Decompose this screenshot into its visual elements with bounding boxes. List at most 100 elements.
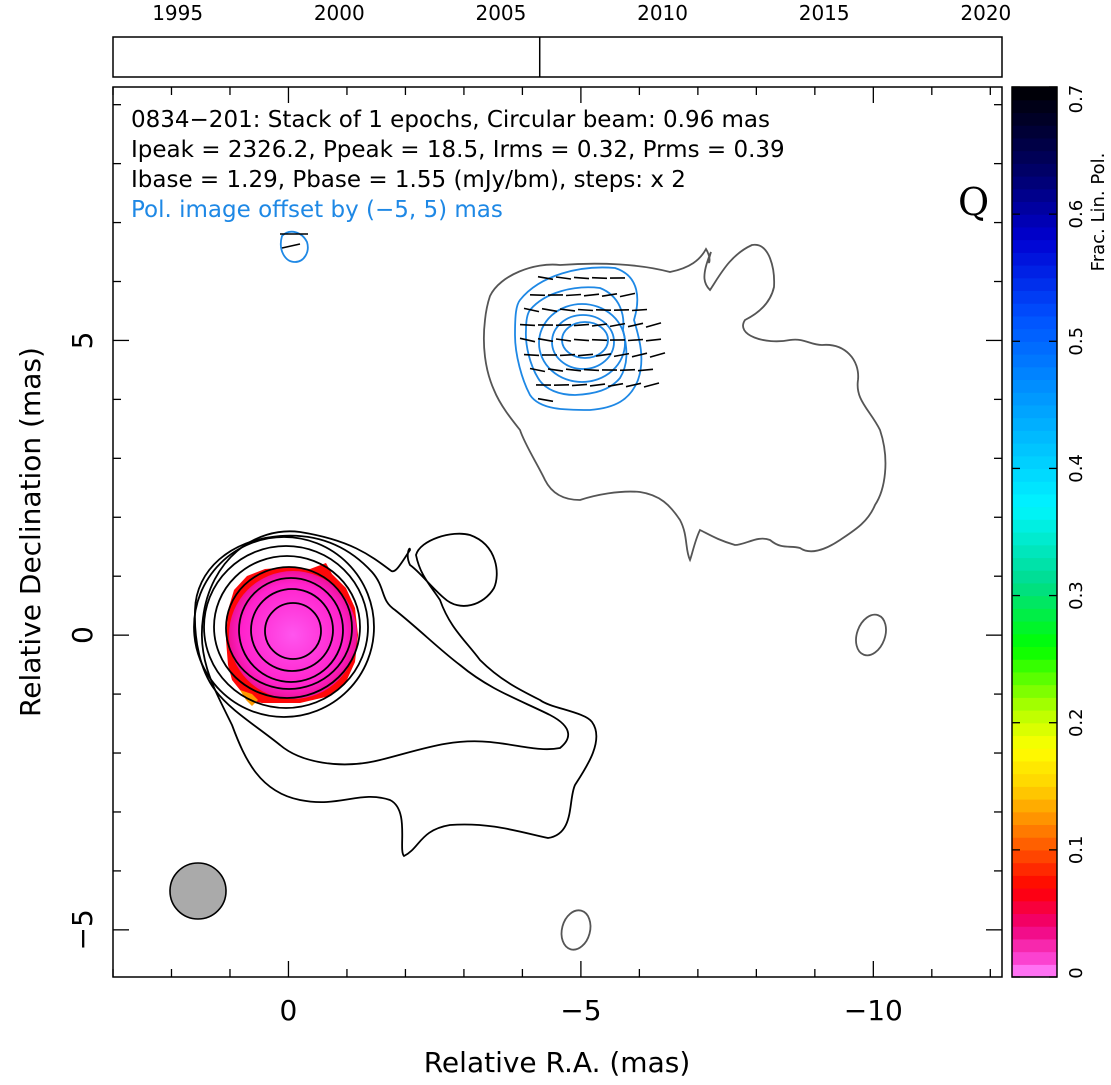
evpa-stick bbox=[645, 338, 662, 342]
colorbar-band bbox=[1012, 760, 1057, 775]
y-tick-label: 0 bbox=[66, 626, 99, 644]
colorbar-band bbox=[1012, 646, 1057, 660]
evpa-stick bbox=[609, 322, 626, 328]
evpa-stick bbox=[625, 382, 642, 388]
evpa-stick bbox=[631, 352, 648, 358]
timeline-year-label: 2015 bbox=[799, 1, 850, 25]
evpa-stick bbox=[555, 276, 572, 280]
colorbar-band bbox=[1012, 722, 1057, 737]
colorbar-band bbox=[1012, 443, 1057, 457]
timeline-year-label: 2005 bbox=[475, 1, 526, 25]
evpa-stick bbox=[649, 352, 666, 358]
colorbar-band bbox=[1012, 290, 1057, 304]
evpa-stick bbox=[601, 293, 618, 297]
colorbar-band bbox=[1012, 468, 1057, 482]
colorbar-band bbox=[1012, 226, 1057, 241]
x-tick-label: −5 bbox=[560, 994, 601, 1027]
evpa-stick bbox=[613, 352, 630, 358]
colorbar-band bbox=[1012, 773, 1057, 787]
jet-contours bbox=[482, 244, 887, 951]
evpa-stick bbox=[637, 368, 654, 372]
evpa-stick bbox=[547, 368, 564, 372]
colorbar-band bbox=[1012, 379, 1057, 393]
colorbar-band bbox=[1012, 849, 1057, 864]
evpa-stick bbox=[541, 307, 558, 313]
evpa-stick bbox=[559, 353, 576, 357]
quality-flag: Q bbox=[958, 180, 989, 224]
header-line-3: Ibase = 1.29, Pbase = 1.55 (mJy/bm), ste… bbox=[131, 167, 686, 193]
plot-frame bbox=[112, 86, 1003, 978]
evpa-vectors-small bbox=[280, 233, 308, 249]
evpa-stick bbox=[627, 338, 644, 342]
colorbar-band bbox=[1012, 252, 1057, 266]
timeline-year-label: 2020 bbox=[960, 1, 1011, 25]
evpa-stick bbox=[523, 307, 540, 313]
evpa-stick bbox=[519, 337, 536, 343]
evpa-stick bbox=[643, 382, 660, 388]
evpa-stick bbox=[555, 323, 572, 327]
colorbar-band bbox=[1012, 684, 1057, 698]
colorbar-band bbox=[1012, 659, 1057, 673]
colorbar-ticks: 0 0.1 0.2 0.3 0.4 0.5 0.6 0.7 bbox=[1012, 85, 1087, 979]
evpa-stick bbox=[619, 292, 636, 298]
colorbar-band bbox=[1012, 366, 1057, 381]
evpa-stick bbox=[577, 308, 594, 312]
header-line-2: Ipeak = 2326.2, Ppeak = 18.5, Irms = 0.3… bbox=[131, 137, 785, 163]
evpa-stick bbox=[571, 383, 588, 387]
evpa-stick bbox=[583, 368, 600, 372]
colorbar-label: Frac. Lin. Pol. bbox=[1088, 153, 1109, 272]
header-line-1: 0834−201: Stack of 1 epochs, Circular be… bbox=[131, 107, 770, 133]
colorbar-band bbox=[1012, 799, 1057, 813]
colorbar-band bbox=[1012, 595, 1057, 609]
colorbar-band bbox=[1012, 341, 1057, 355]
evpa-stick bbox=[573, 276, 590, 280]
colorbar-tick-label: 0.1 bbox=[1066, 836, 1087, 865]
image-plot: 0 −5 −10 −5 0 5 0834−201: Stack of 1 epochs, … bbox=[14, 86, 1003, 1079]
colorbar-band bbox=[1012, 315, 1057, 330]
colorbar-band bbox=[1012, 582, 1057, 597]
colorbar-band bbox=[1012, 875, 1057, 889]
colorbar-band bbox=[1012, 506, 1057, 520]
colorbar-band bbox=[1012, 481, 1057, 495]
colorbar-band bbox=[1012, 532, 1057, 546]
colorbar-band bbox=[1012, 137, 1057, 152]
evpa-stick bbox=[537, 275, 554, 281]
colorbar-band bbox=[1012, 87, 1057, 101]
evpa-stick bbox=[537, 397, 554, 403]
colorbar-band bbox=[1012, 900, 1057, 915]
timeline-frame bbox=[112, 36, 1003, 78]
colorbar-band bbox=[1012, 824, 1057, 838]
evpa-stick bbox=[591, 338, 608, 342]
colorbar-band bbox=[1012, 201, 1057, 215]
evpa-stick bbox=[595, 353, 612, 357]
colorbar-band bbox=[1012, 951, 1057, 965]
colorbar: 0 0.1 0.2 0.3 0.4 0.5 0.6 0.7 Frac. Lin. Pol. bbox=[1011, 85, 1109, 979]
evpa-stick bbox=[555, 338, 572, 342]
colorbar-band bbox=[1012, 811, 1057, 826]
colorbar-band bbox=[1012, 710, 1057, 724]
header-line-4: Pol. image offset by (−5, 5) mas bbox=[131, 197, 503, 223]
x-axis-label: Relative R.A. (mas) bbox=[424, 1046, 691, 1079]
image-content bbox=[169, 230, 887, 951]
evpa-stick bbox=[645, 322, 662, 328]
timeline-ticks: 1995 2000 2005 2010 2015 2020 bbox=[152, 1, 1011, 25]
colorbar-band bbox=[1012, 570, 1057, 584]
colorbar-band bbox=[1012, 697, 1057, 711]
colorbar-band bbox=[1012, 544, 1057, 559]
colorbar-band bbox=[1012, 608, 1057, 622]
colorbar-band bbox=[1012, 430, 1057, 444]
colorbar-band bbox=[1012, 938, 1057, 953]
timeline-strip: 1995 2000 2005 2010 2015 2020 bbox=[112, 1, 1011, 78]
colorbar-frame bbox=[1011, 86, 1058, 978]
beam-ellipse bbox=[169, 862, 227, 920]
timeline-year-label: 2010 bbox=[637, 1, 688, 25]
colorbar-tick-label: 0.3 bbox=[1066, 581, 1087, 610]
colorbar-band bbox=[1012, 150, 1057, 164]
x-tick-label: 0 bbox=[280, 994, 298, 1027]
x-tick-label: −10 bbox=[844, 994, 903, 1027]
colorbar-band bbox=[1012, 163, 1057, 177]
colorbar-band bbox=[1012, 519, 1057, 533]
evpa-stick bbox=[519, 323, 536, 327]
core-contours bbox=[193, 530, 598, 858]
